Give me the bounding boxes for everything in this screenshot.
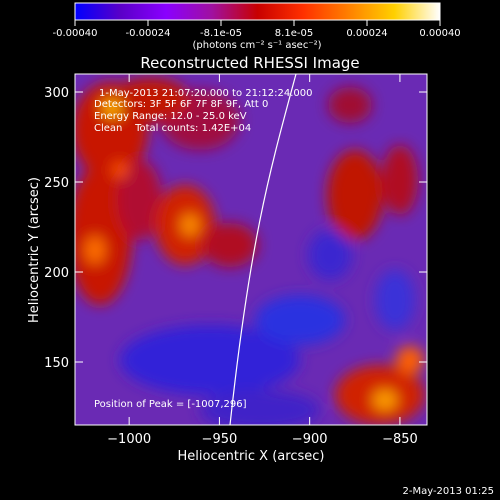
y-tick-label: 150 [44, 356, 69, 371]
detectors-text: Detectors: 3F 5F 6F 7F 8F 9F, Att 0 [94, 99, 268, 110]
colorbar-tick-labels: -0.00040 -0.00024 -8.1e-05 8.1e-05 0.00024 0.… [53, 28, 461, 39]
image-area [75, 74, 427, 425]
x-tick-label: −950 [202, 432, 238, 447]
x-axis-label: Heliocentric X (arcsec) [178, 449, 325, 464]
colorbar-tick-label: -0.00024 [126, 28, 171, 39]
y-tick-label: 300 [44, 86, 69, 101]
clean-counts-text: Clean Total counts: 1.42E+04 [94, 123, 251, 134]
y-axis-ticks: 150 200 250 300 [44, 86, 427, 371]
y-tick-label: 250 [44, 176, 69, 191]
plot-frame [74, 73, 428, 426]
colorbar [74, 2, 441, 21]
y-tick-label: 200 [44, 266, 69, 281]
colorbar-tick-label: 0.00040 [419, 28, 460, 39]
colorbar-tick-label: 0.00024 [346, 28, 387, 39]
x-tick-label: −850 [382, 432, 418, 447]
x-tick-label: −900 [292, 432, 328, 447]
x-axis-ticks: −1000 −950 −900 −850 [107, 74, 418, 447]
emission-blobs [75, 78, 425, 425]
colorbar-tick-label: -8.1e-05 [200, 28, 242, 39]
energy-range-text: Energy Range: 12.0 - 25.0 keV [94, 111, 247, 122]
solar-limb-curve [229, 74, 297, 425]
plot-title: Reconstructed RHESSI Image [140, 54, 359, 72]
peak-position-text: Position of Peak = [-1007,296] [94, 399, 247, 410]
colorbar-unit-label: (photons cm⁻² s⁻¹ asec⁻²) [192, 40, 321, 51]
footer-timestamp: 2-May-2013 01:25 [402, 486, 494, 497]
x-tick-label: −1000 [107, 432, 151, 447]
time-range-text: 1-May-2013 21:07:20.000 to 21:12:24.000 [99, 88, 312, 99]
colorbar-tick-label: -0.00040 [53, 28, 98, 39]
y-axis-label: Heliocentric Y (arcsec) [27, 177, 42, 323]
colorbar-ticks [74, 20, 441, 26]
colorbar-tick-label: 8.1e-05 [275, 28, 313, 39]
